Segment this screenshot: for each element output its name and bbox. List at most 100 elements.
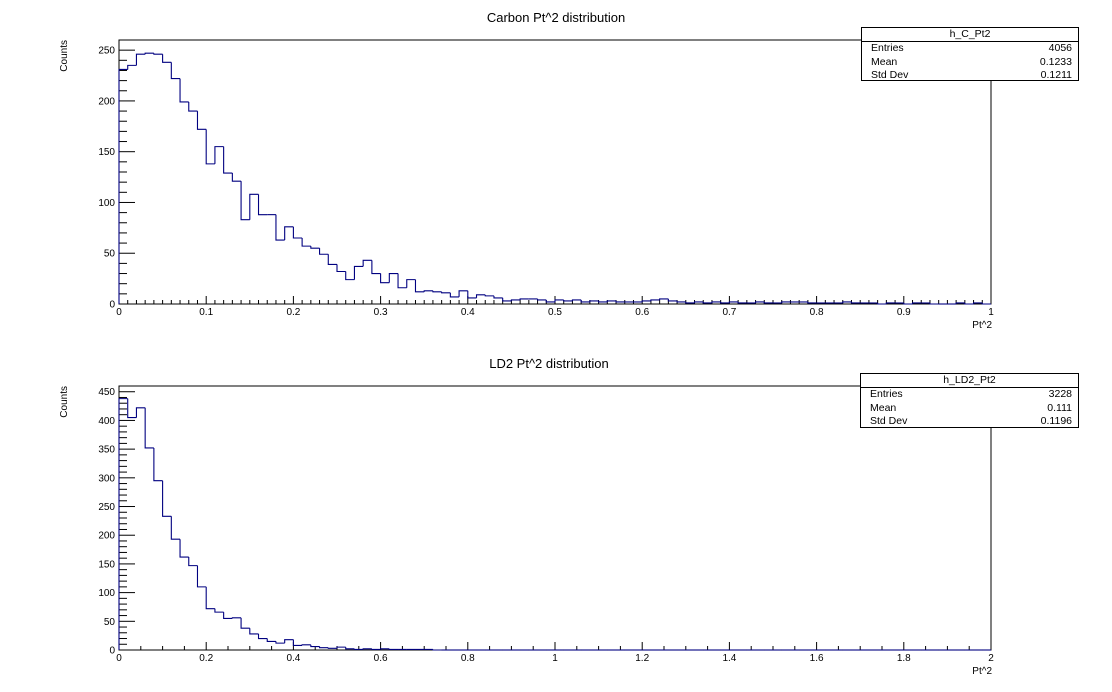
histogram-bin [432, 290, 442, 293]
stats-value: 0.111 [1047, 401, 1072, 414]
y-tick-label: 50 [104, 249, 116, 260]
histogram-bin [885, 302, 896, 304]
histogram-bin [641, 300, 651, 302]
y-tick-label: 0 [109, 646, 115, 657]
histogram-bin [973, 302, 983, 304]
y-tick-label: 200 [98, 531, 115, 542]
x-tick-label: 0.5 [548, 307, 562, 318]
histogram-bin [196, 111, 207, 130]
x-tick-label: 0.2 [199, 653, 213, 664]
x-tick-label: 1 [552, 653, 558, 664]
histogram-bin [135, 53, 146, 66]
histogram-bin [964, 302, 974, 305]
histogram-bin [301, 644, 311, 646]
histogram-bin [345, 271, 355, 281]
histogram-series [118, 52, 991, 305]
histogram-bin [571, 299, 582, 301]
histogram-bin [118, 68, 128, 304]
x-tick-label: 0 [116, 307, 122, 318]
histogram-bin [196, 565, 207, 588]
stats-row-entries: Entries 3228 [861, 388, 1078, 402]
chart-title: Carbon Pt^2 distribution [487, 10, 625, 25]
stats-label: Entries [870, 388, 903, 400]
histogram-bin [188, 557, 198, 567]
histogram-bin [327, 254, 337, 265]
histogram-panel-ld2: LD2 Pt^2 distribution Counts Pt^2 0 0.2 0.4 0.… [59, 356, 994, 677]
stats-row-stddev: Std Dev 0.1211 [862, 69, 1078, 83]
histogram-bin [545, 299, 555, 303]
histogram-bin [981, 302, 991, 305]
histogram-bin [563, 299, 573, 302]
stats-label: Mean [870, 401, 897, 414]
y-axis-label: Counts [59, 40, 70, 72]
histogram-bin [807, 301, 817, 304]
stats-value: 0.1233 [1039, 55, 1072, 68]
histogram-bin [441, 291, 451, 294]
histogram-bin [153, 447, 163, 482]
histogram-bin [362, 648, 372, 650]
histogram-bin [702, 301, 712, 304]
histogram-bin [345, 647, 355, 650]
histogram-bin [449, 292, 460, 298]
histogram-bin [667, 298, 678, 302]
histogram-bin [763, 301, 773, 304]
x-tick-label: 1.6 [810, 653, 824, 664]
histogram-bin [850, 301, 861, 304]
x-tick-label: 0.8 [810, 307, 824, 318]
histogram-bin [144, 52, 154, 55]
y-tick-label: 0 [109, 300, 115, 311]
histogram-bin [170, 516, 181, 540]
histogram-bin [397, 273, 407, 289]
histogram-bin [414, 279, 425, 293]
y-tick-label: 150 [98, 147, 115, 158]
stats-row-stddev: Std Dev 0.1196 [861, 415, 1078, 429]
x-tick-label: 0.8 [461, 653, 475, 664]
stats-value: 4056 [1048, 42, 1072, 54]
histogram-bin [659, 298, 669, 300]
histogram-bin [406, 279, 416, 288]
histogram-bin [231, 617, 242, 619]
histogram-bin [598, 300, 608, 303]
histogram-bin [292, 639, 303, 646]
histogram-bin [380, 273, 390, 284]
histogram-bin [475, 294, 486, 298]
x-tick-label: 0 [116, 653, 122, 664]
y-tick-label: 250 [98, 502, 115, 513]
histogram-bin [162, 480, 172, 517]
histogram-bin [493, 295, 503, 299]
histogram-bin [170, 62, 181, 80]
histogram-bin [537, 298, 547, 301]
stats-label: Std Dev [870, 415, 908, 427]
histogram-bin [240, 181, 250, 221]
histogram-bin [467, 290, 477, 299]
histogram-bin [955, 302, 965, 304]
y-tick-label: 300 [98, 473, 115, 484]
x-tick-label: 0.3 [374, 307, 388, 318]
x-tick-label: 0.4 [461, 307, 475, 318]
stats-value: 3228 [1048, 388, 1072, 400]
y-axis-label: Counts [59, 386, 70, 418]
histogram-bin [336, 646, 346, 649]
y-tick-label: 350 [98, 445, 115, 456]
histogram-bin [292, 226, 303, 239]
histogram-panel-carbon: Carbon Pt^2 distribution Counts Pt^2 0 0.1 0.… [59, 10, 994, 331]
stats-label: Std Dev [871, 69, 909, 81]
histogram-bin [327, 647, 337, 649]
histogram-bin [606, 300, 617, 302]
histogram-bin [336, 264, 346, 273]
histogram-bin [257, 194, 268, 216]
x-axis-label: Pt^2 [972, 666, 992, 677]
histogram-bin [589, 300, 599, 302]
histogram-bin [144, 407, 154, 449]
histogram-bin [903, 302, 913, 305]
histogram-bin [353, 265, 364, 280]
histogram-bin [484, 294, 494, 297]
histogram-bin [362, 259, 372, 267]
x-tick-label: 0.1 [199, 307, 213, 318]
stats-label: Entries [871, 42, 904, 54]
stats-title: h_LD2_Pt2 [861, 374, 1078, 388]
histogram-bin [737, 301, 747, 304]
stats-box-ld2: h_LD2_Pt2 Entries 3228 Mean 0.111 Std De… [860, 373, 1079, 428]
histogram-bin [179, 78, 189, 103]
